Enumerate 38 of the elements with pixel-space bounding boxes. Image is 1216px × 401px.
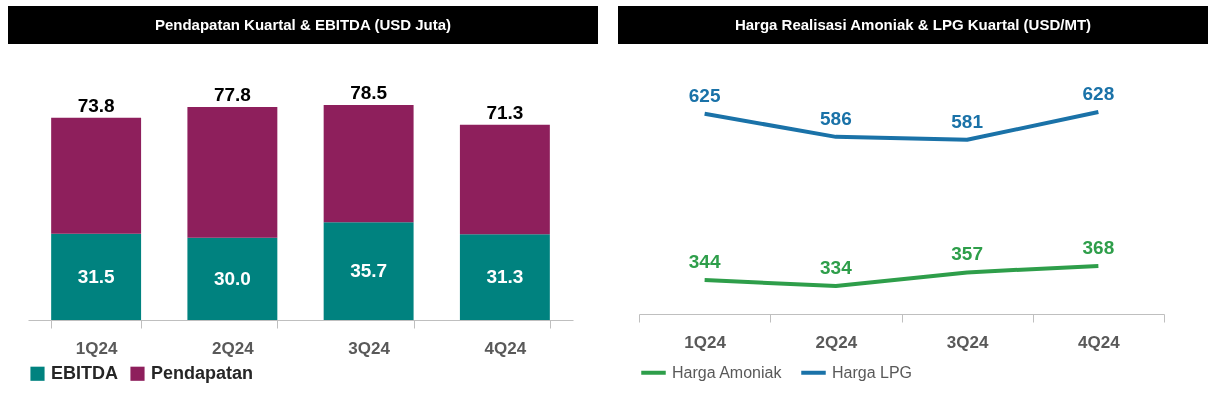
x-tick-label: 3Q24 [348, 338, 391, 358]
data-label: 334 [820, 257, 853, 278]
bar [187, 106, 278, 238]
data-label: 625 [688, 84, 721, 106]
data-label: 368 [1082, 236, 1115, 258]
data-label: 344 [688, 251, 721, 273]
x-tick-label: 2Q24 [212, 338, 255, 358]
legend-label: Pendapatan [151, 362, 254, 383]
bar [323, 105, 414, 223]
data-label: 357 [951, 243, 983, 265]
x-tick-label: 3Q24 [946, 332, 989, 352]
x-tick-label: 1Q24 [684, 332, 727, 352]
x-tick-label: 2Q24 [815, 332, 858, 352]
bar [459, 124, 550, 235]
data-label: 31.5 [77, 265, 116, 287]
chart-title: Harga Realisasi Amoniak & LPG Kuartal (USD/MT) [618, 6, 1208, 44]
total-label: 71.3 [486, 101, 524, 123]
data-label: 586 [820, 107, 852, 129]
bar [187, 237, 278, 320]
data-label: 30.0 [213, 267, 251, 289]
x-tick-label: 4Q24 [484, 338, 527, 358]
total-label: 77.8 [213, 83, 251, 105]
bar [51, 233, 142, 320]
x-tick-label: 1Q24 [75, 338, 118, 358]
legend-label: Harga Amoniak [672, 363, 783, 381]
chart-title: Pendapatan Kuartal & EBITDA (USD Juta) [8, 6, 598, 44]
data-label: 35.7 [350, 260, 388, 282]
data-label: 628 [1082, 83, 1115, 104]
bar [323, 222, 414, 320]
total-label: 73.8 [77, 94, 115, 116]
bar [459, 234, 550, 320]
data-label: 581 [951, 110, 984, 132]
bar [51, 117, 142, 234]
legend-label: Harga LPG [832, 363, 913, 381]
data-label: 31.3 [486, 266, 524, 288]
legend-label: EBITDA [51, 362, 118, 383]
total-label: 78.5 [350, 82, 388, 103]
x-tick-label: 4Q24 [1078, 332, 1121, 352]
